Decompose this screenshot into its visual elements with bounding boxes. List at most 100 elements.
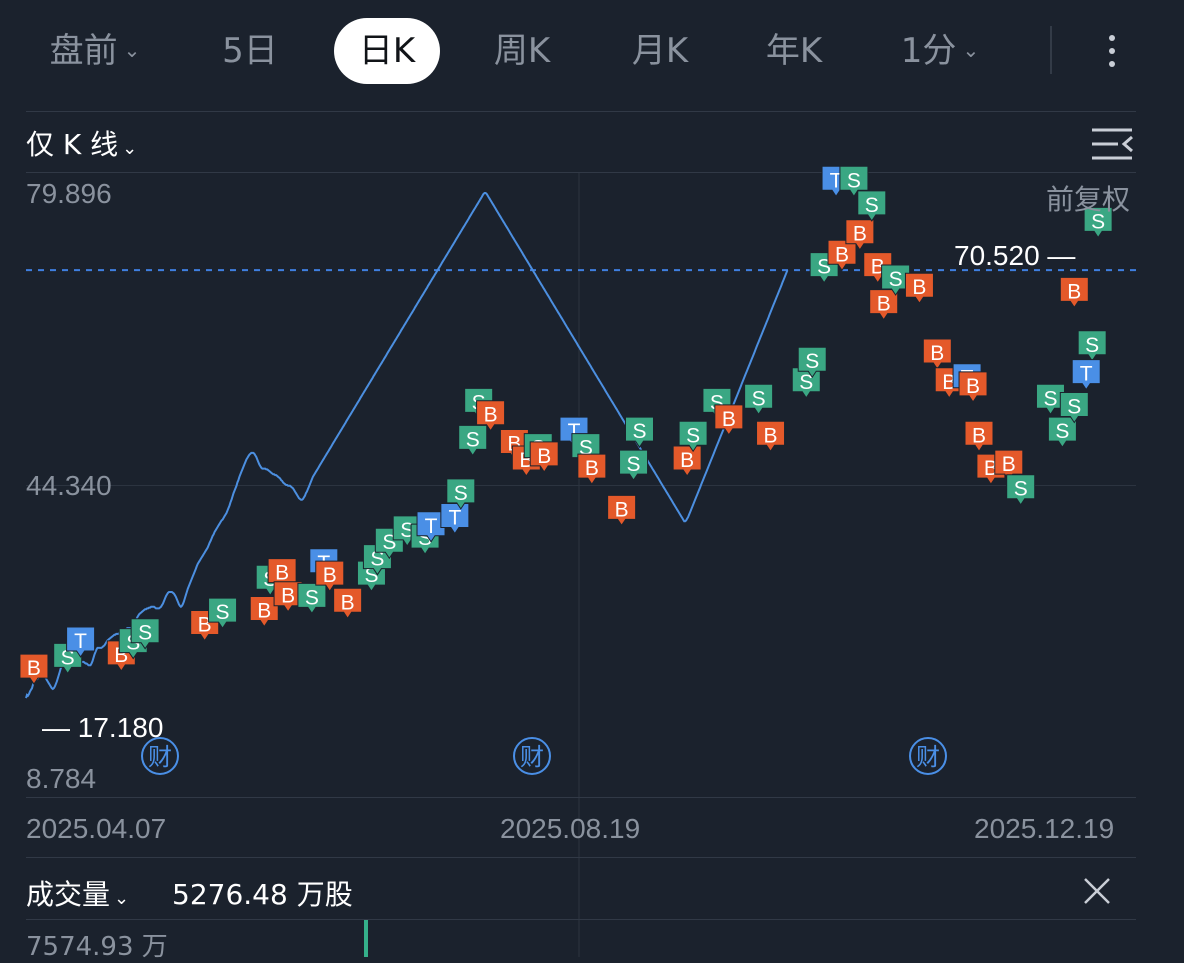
trade-marker-label: S <box>799 371 813 394</box>
trade-marker-label: B <box>257 600 271 623</box>
trade-marker-label: T <box>1080 363 1093 386</box>
trade-marker-label: T <box>74 630 87 653</box>
trade-marker-label: B <box>27 657 41 680</box>
divider <box>26 797 1136 798</box>
trade-marker-label: S <box>1055 420 1069 443</box>
tab-monthly-k[interactable]: 月K <box>631 31 689 71</box>
tab-1min[interactable]: 1分 ⌄ <box>900 31 980 71</box>
trade-marker-label: S <box>1091 210 1105 233</box>
trade-marker-label: T <box>425 515 438 538</box>
trade-marker-label: S <box>454 482 468 505</box>
trade-marker-s: S <box>678 420 708 453</box>
trade-marker-label: B <box>853 223 867 246</box>
finance-report-icon: 财 <box>513 737 551 775</box>
chevron-down-icon: ⌄ <box>114 888 130 909</box>
divider <box>26 857 1136 858</box>
trade-marker-label: S <box>466 428 480 451</box>
trade-marker-s: S <box>1077 330 1107 362</box>
trade-marker-label: B <box>1002 453 1016 476</box>
trade-marker-b: B <box>672 445 702 477</box>
trade-marker-label: S <box>138 622 152 645</box>
volume-value: 5276.48 万股 <box>172 878 353 911</box>
trade-marker-label: B <box>835 243 849 266</box>
trade-marker-s: S <box>881 264 911 296</box>
trade-marker-b: B <box>19 653 49 685</box>
trade-marker-label: B <box>912 276 926 299</box>
trade-marker-label: S <box>1067 395 1081 418</box>
x-tick-start: 2025.04.07 <box>26 813 167 844</box>
tabs-divider <box>1050 26 1052 74</box>
trade-marker-label: B <box>764 424 778 447</box>
trade-marker-label: S <box>686 424 700 447</box>
y-tick-top: 79.896 <box>26 178 112 209</box>
trade-marker-s: S <box>208 597 238 630</box>
trade-marker-label: B <box>972 424 986 447</box>
trade-marker-label: B <box>281 585 295 608</box>
divider <box>26 111 1136 112</box>
trade-marker-label: S <box>1014 478 1028 501</box>
trade-markers: BSTBSSBSBSBBSTBBSSSSSTTSSSBBBSBTSBBSSBSS… <box>19 165 1113 685</box>
current-price-label: 70.520 — <box>954 240 1076 271</box>
trade-marker-b: B <box>1059 276 1089 309</box>
trade-marker-t: T <box>1071 359 1101 391</box>
trade-marker-label: B <box>1067 280 1081 303</box>
trade-marker-label: B <box>722 408 736 431</box>
indicator-menu-icon[interactable] <box>1088 124 1136 164</box>
chart-mode-selector[interactable]: 仅 K 线 ⌄ <box>26 128 138 161</box>
trade-marker-label: B <box>323 564 337 587</box>
trade-marker-t: T <box>440 503 470 535</box>
trade-marker-label: B <box>877 293 891 316</box>
trade-marker-label: S <box>752 387 766 410</box>
trade-marker-label: S <box>216 601 230 624</box>
chevron-down-icon: ⌄ <box>962 37 980 62</box>
trade-marker-b: B <box>476 400 506 432</box>
tab-yearly-k[interactable]: 年K <box>765 31 823 71</box>
trade-marker-b: B <box>315 560 345 593</box>
trade-marker-b: B <box>922 338 952 370</box>
trade-marker-b: B <box>994 449 1024 481</box>
trade-marker-label: S <box>305 586 319 609</box>
trade-marker-label: S <box>632 420 646 443</box>
adjust-label[interactable]: 前复权 <box>1046 183 1131 216</box>
trade-marker-label: S <box>61 646 75 669</box>
trade-marker-s: S <box>297 582 327 615</box>
tab-daily-k[interactable]: 日K <box>334 18 440 84</box>
finance-report-label: 财 <box>148 743 172 771</box>
tab-premarket[interactable]: 盘前 ⌄ <box>49 31 141 71</box>
volume-selector[interactable]: 成交量 ⌄ <box>26 878 130 911</box>
trade-marker-label: B <box>585 457 599 480</box>
finance-report-icon: 财 <box>909 737 947 775</box>
trade-marker-b: B <box>904 272 934 305</box>
trade-marker-t: T <box>66 626 96 658</box>
trade-marker-b: B <box>827 239 857 272</box>
trade-marker-b: B <box>333 587 363 620</box>
trade-marker-label: S <box>889 268 903 291</box>
chevron-down-icon: ⌄ <box>123 37 141 62</box>
close-icon[interactable] <box>1080 874 1114 908</box>
tab-5day[interactable]: 5日 <box>222 31 278 71</box>
volume-bar <box>364 920 368 957</box>
trade-marker-s: S <box>1006 474 1036 506</box>
price-series-line <box>25 192 789 699</box>
trade-marker-label: S <box>1043 387 1057 410</box>
trade-marker-label: S <box>865 194 879 217</box>
more-vertical-icon[interactable] <box>1094 18 1130 84</box>
trade-marker-label: T <box>830 169 843 192</box>
trade-marker-label: B <box>615 498 629 521</box>
volume-max-label: 7574.93 万 <box>26 932 168 962</box>
min-price-label: — 17.180 <box>42 712 164 743</box>
tab-weekly-k[interactable]: 周K <box>493 31 551 71</box>
trade-marker-label: B <box>275 562 289 585</box>
trade-marker-label: B <box>966 375 980 398</box>
trade-marker-s: S <box>1083 206 1113 239</box>
trade-marker-label: S <box>627 453 641 476</box>
trade-marker-s: S <box>446 478 476 510</box>
trade-marker-s: S <box>1035 383 1065 416</box>
trade-marker-label: T <box>448 507 461 530</box>
finance-markers: 财财财 <box>141 737 947 775</box>
trade-marker-label: S <box>370 548 384 571</box>
trade-marker-b: B <box>607 494 637 527</box>
trade-marker-s: S <box>624 416 654 449</box>
finance-report-label: 财 <box>520 743 544 771</box>
